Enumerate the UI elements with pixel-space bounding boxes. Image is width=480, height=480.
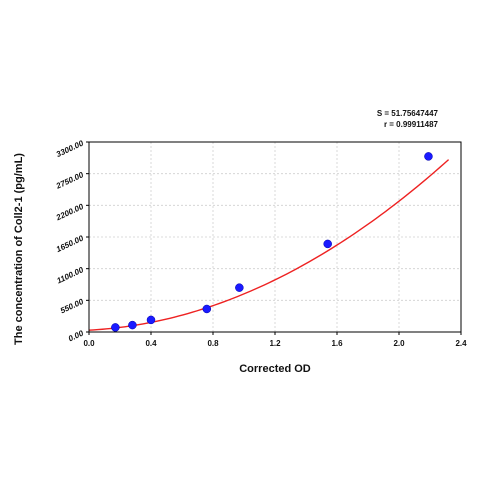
data-point [202, 304, 212, 314]
y-tick-label: 550.00 [59, 297, 85, 316]
data-point [424, 152, 433, 161]
x-tick-label: 1.2 [269, 339, 281, 348]
data-point [111, 323, 120, 332]
data-point [128, 320, 137, 330]
fit-curve [88, 159, 450, 331]
grid [88, 141, 462, 333]
data-points [111, 152, 433, 332]
x-axis-ticks: 0.0 0.4 0.8 1.2 1.6 2.0 2.4 [83, 332, 467, 348]
fit-curve-layer [88, 159, 450, 331]
y-axis-ticks: 0.00550.001100.001650.002200.002750.0033… [54, 138, 89, 343]
x-tick-label: 2.0 [393, 339, 405, 348]
x-tick-label: 0.0 [83, 339, 95, 348]
x-tick-label: 2.4 [455, 339, 467, 348]
y-tick-label: 1100.00 [55, 265, 85, 285]
y-tick-label: 1650.00 [55, 233, 86, 254]
y-axis-title: The concentration of Coll2-1 (pg/mL) [13, 153, 25, 345]
data-point [146, 315, 156, 325]
x-tick-label: 0.4 [145, 339, 157, 348]
r-statistic: r = 0.99911487 [383, 120, 438, 129]
y-tick-label: 3300.00 [55, 138, 86, 159]
data-point [235, 283, 244, 292]
y-tick-label: 2200.00 [54, 202, 85, 223]
y-tick-label: 2750.00 [54, 170, 85, 191]
s-statistic: S = 51.75647447 [376, 109, 438, 118]
x-tick-label: 0.8 [207, 339, 219, 348]
data-point [323, 239, 332, 249]
x-axis-title: Corrected OD [239, 363, 311, 375]
x-tick-label: 1.6 [331, 339, 343, 348]
